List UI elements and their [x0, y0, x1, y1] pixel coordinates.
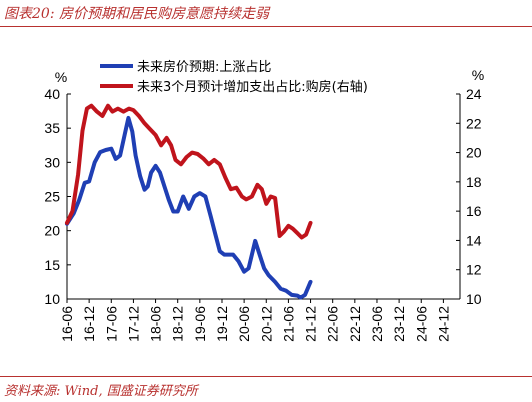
series-line-1: [65, 115, 313, 300]
x-tick-label: 20-12: [258, 306, 274, 342]
chart-title: 图表20: 房价预期和居民购房意愿持续走弱: [4, 6, 269, 22]
left-tick-label: 20: [44, 223, 60, 239]
x-tick-label: 16-06: [59, 306, 75, 342]
x-tick-label: 17-06: [103, 306, 119, 342]
x-tick-label: 24-06: [413, 306, 429, 342]
x-tick-label: 24-12: [435, 306, 451, 342]
x-tick-label: 23-12: [391, 306, 407, 342]
legend-label-2: 未来3个月预计增加支出占比:购房(右轴): [137, 79, 368, 95]
left-tick-label: 10: [44, 291, 60, 307]
x-tick-label: 21-06: [280, 306, 296, 342]
series-line-2: [65, 103, 313, 240]
right-tick-label: 22: [466, 115, 482, 131]
x-tick-label: 19-06: [192, 306, 208, 342]
left-tick-label: 15: [44, 257, 60, 273]
source-note: 资料来源: Wind, 国盛证券研究所: [4, 384, 198, 399]
x-tick-label: 23-06: [369, 306, 385, 342]
left-tick-label: 35: [44, 120, 60, 136]
series-lines: [65, 103, 313, 300]
x-tick-label: 19-12: [214, 306, 230, 342]
x-tick-label: 18-06: [148, 306, 164, 342]
title-divider: [0, 26, 532, 27]
x-tick-label: 17-12: [125, 306, 141, 342]
x-tick-label: 20-06: [236, 306, 252, 342]
axes: % % 10 15 20 25 30 35 40 10 12 14 16 18 20 22 24 16-06 16-…: [44, 67, 484, 342]
right-tick-label: 20: [466, 145, 482, 161]
right-tick-label: 12: [466, 262, 482, 278]
right-tick-label: 14: [466, 232, 482, 248]
left-tick-label: 40: [44, 86, 60, 102]
right-tick-label: 18: [466, 174, 482, 190]
right-tick-label: 10: [466, 291, 482, 307]
legend-label-1: 未来房价预期:上涨占比: [137, 59, 271, 75]
source-divider: [0, 376, 532, 377]
right-axis-unit: %: [472, 67, 484, 83]
x-tick-label: 18-12: [170, 306, 186, 342]
x-tick-label: 22-06: [325, 306, 341, 342]
x-tick-label: 16-12: [81, 306, 97, 342]
left-tick-label: 30: [44, 154, 60, 170]
right-tick-label: 16: [466, 203, 482, 219]
left-tick-label: 25: [44, 189, 60, 205]
x-tick-label: 21-12: [303, 306, 319, 342]
right-tick-label: 24: [466, 86, 482, 102]
left-axis-unit: %: [55, 69, 67, 85]
x-tick-label: 22-12: [347, 306, 363, 342]
